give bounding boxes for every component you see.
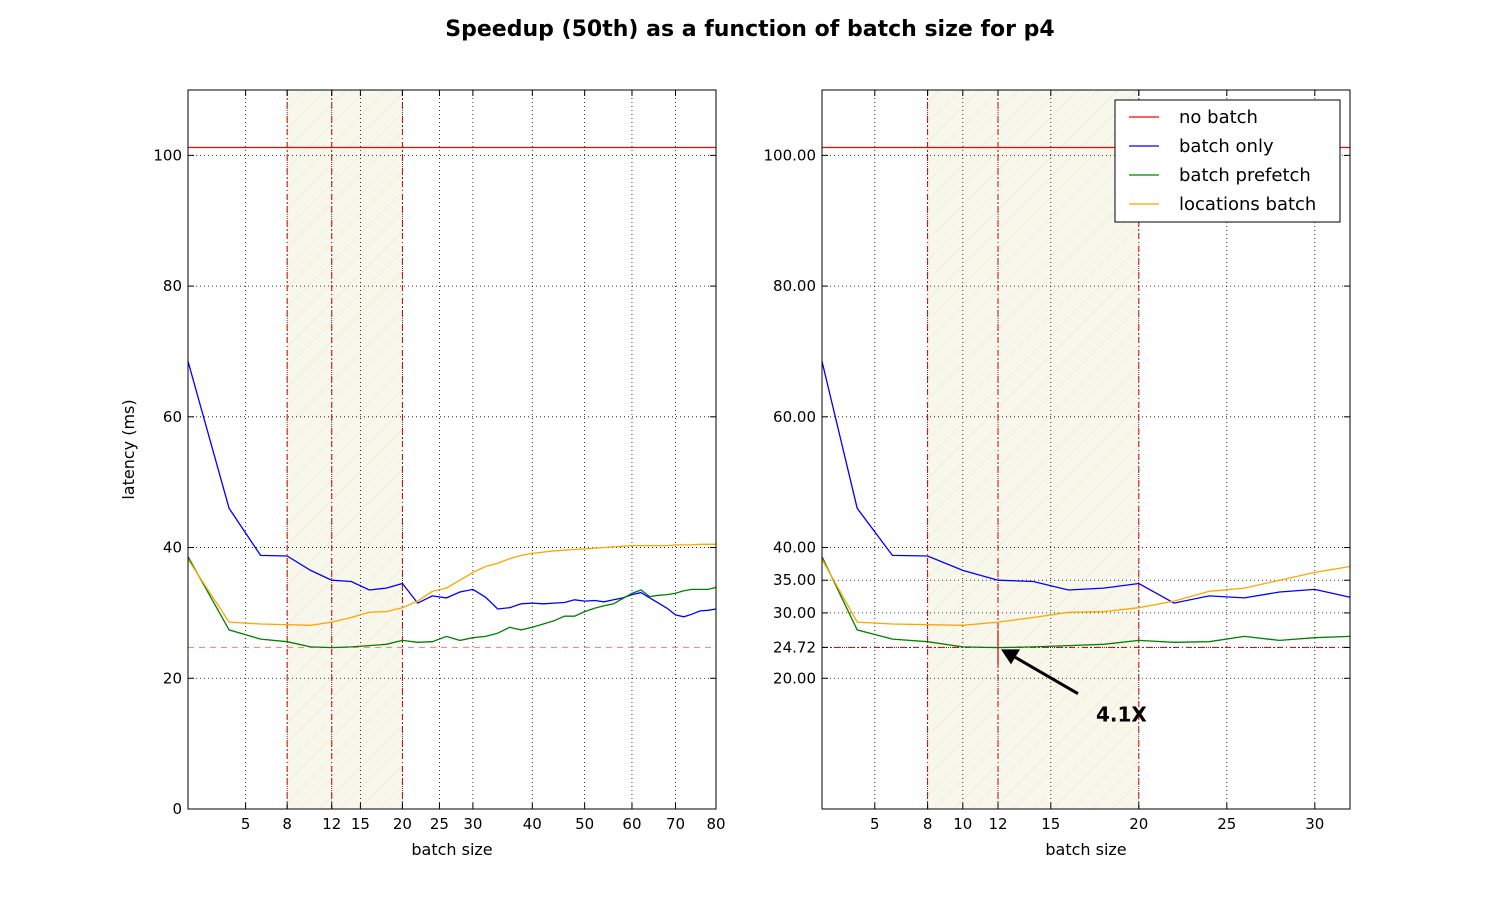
legend-label: locations batch	[1179, 194, 1316, 215]
x-axis-label: batch size	[1045, 840, 1126, 859]
x-tick-label: 50	[575, 815, 594, 833]
x-tick-label: 80	[706, 815, 725, 833]
legend-label: batch only	[1179, 136, 1274, 157]
x-tick-label: 5	[241, 815, 251, 833]
legend-label: no batch	[1179, 107, 1258, 128]
plot-frame	[821, 89, 1351, 810]
series-line-locations-batch	[821, 558, 1351, 626]
y-tick-label: 0	[172, 800, 182, 818]
annotation-arrow-head	[1001, 649, 1020, 665]
shaded-band	[927, 90, 1139, 809]
series-line-locations-batch	[187, 543, 716, 626]
x-tick-label: 30	[463, 815, 482, 833]
x-tick-label: 15	[1041, 815, 1060, 833]
figure-title: Speedup (50th) as a function of batch si…	[445, 17, 1054, 42]
x-tick-label: 25	[1217, 815, 1236, 833]
y-tick-label: 80	[163, 277, 182, 295]
y-tick-label: 40	[163, 539, 182, 557]
x-tick-label: 15	[351, 815, 370, 833]
right-chart-panel: 5 8 10 12 15 20 25 30 20.00 24.72 30.00 35.00 40.00 6…	[764, 89, 1351, 859]
series-line-batch-only	[821, 361, 1351, 604]
x-tick-label: 30	[1305, 815, 1324, 833]
x-tick-label: 20	[1129, 815, 1148, 833]
y-axis-label: latency (ms)	[119, 399, 138, 499]
x-tick-label: 5	[870, 815, 880, 833]
x-tick-label: 12	[322, 815, 341, 833]
shaded-band	[287, 90, 403, 809]
annotation-arrow-shaft	[1011, 654, 1079, 695]
x-tick-label: 60	[622, 815, 641, 833]
legend-label: batch prefetch	[1179, 165, 1311, 186]
y-tick-label: 40.00	[773, 539, 816, 557]
left-chart-panel: 5 8 12 15 20 25 30 40 50 60 70 80 0 20 40 60 80 100 batch …	[119, 89, 726, 859]
x-tick-label: 8	[282, 815, 292, 833]
x-tick-label: 10	[953, 815, 972, 833]
plot-frame	[187, 89, 717, 810]
x-tick-label: 40	[523, 815, 542, 833]
x-axis-label: batch size	[411, 840, 492, 859]
x-tick-label: 8	[923, 815, 933, 833]
legend-box	[1114, 99, 1341, 223]
x-tick-label: 70	[666, 815, 685, 833]
y-tick-label: 60	[163, 408, 182, 426]
series-line-batch-prefetch	[821, 556, 1351, 649]
x-tick-label: 12	[988, 815, 1007, 833]
y-tick-label: 30.00	[773, 604, 816, 622]
x-tick-label: 25	[430, 815, 449, 833]
y-tick-label: 80.00	[773, 277, 816, 295]
y-tick-label: 100.00	[764, 146, 817, 164]
x-tick-label: 20	[393, 815, 412, 833]
y-tick-label: 24.72	[773, 638, 816, 656]
annotation-label: 4.1X	[1096, 703, 1147, 727]
y-tick-label: 20	[163, 669, 182, 687]
series-line-batch-prefetch	[187, 556, 717, 649]
series-line-batch-only	[187, 361, 717, 618]
y-tick-label: 20.00	[773, 669, 816, 687]
y-tick-label: 100	[153, 146, 182, 164]
y-tick-label: 60.00	[773, 408, 816, 426]
y-tick-label: 35.00	[773, 571, 816, 589]
